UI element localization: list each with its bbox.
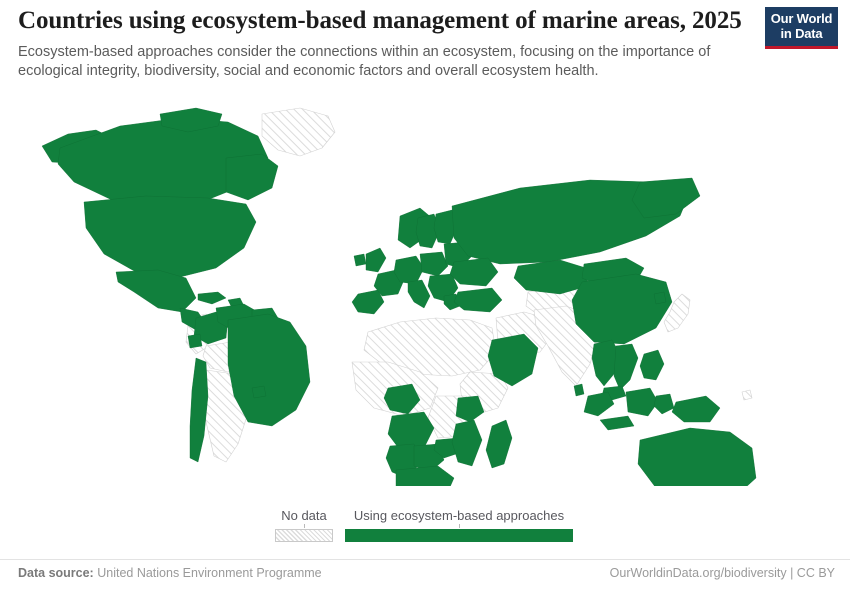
country-japan [663,293,691,333]
country-canada-east [225,153,279,201]
country-uruguay [251,385,267,399]
map-legend: No data Using ecosystem-based approaches [0,508,850,556]
legend-item-no-data[interactable]: No data [275,508,333,542]
chart-subtitle: Ecosystem-based approaches consider the … [18,44,711,79]
country-australia [637,427,757,486]
owid-logo-line-1: Our World [770,11,833,26]
country-russia-east [631,177,701,219]
country-china [571,273,673,345]
legend-no-data-label: No data [281,508,327,523]
legend-using-label: Using ecosystem-based approaches [353,508,565,523]
country-greenland [261,107,336,157]
country-chile [189,357,209,463]
country-madagascar [485,419,513,469]
country-uk [365,247,387,273]
country-turkey [453,287,503,313]
country-philippines [639,349,665,381]
country-mexico [115,269,197,313]
data-source: Data source: United Nations Environment … [18,566,322,580]
country-south-africa [395,465,455,486]
country-russia [451,179,691,265]
chart-footer: Data source: United Nations Environment … [0,566,850,592]
country-canada-arctic [159,107,223,133]
chart-header: Countries using ecosystem-based manageme… [18,6,748,81]
country-north-africa [363,317,497,377]
country-north-korea [653,291,667,305]
country-papua [671,395,721,423]
map-countries-green [41,107,757,486]
country-sulawesi [653,393,675,415]
footer-divider [0,559,850,560]
country-poland-czech [419,251,449,277]
country-saudi-arabia [487,333,539,387]
world-map[interactable] [0,96,850,486]
data-source-label: Data source: [18,566,94,580]
legend-no-data-tick [303,524,305,528]
owid-logo-red-rule [765,46,838,49]
country-italy [407,279,431,309]
country-ireland [353,253,367,267]
legend-using-swatch [345,529,573,542]
country-cuba [197,291,227,305]
legend-using-tick [458,524,460,528]
country-benelux-germany [393,255,425,285]
country-java [599,415,635,431]
legend-item-using-approaches[interactable]: Using ecosystem-based approaches [345,508,573,542]
country-borneo [625,387,659,417]
data-source-value: United Nations Environment Programme [97,566,322,580]
country-myanmar-thailand [591,339,621,387]
country-ukraine [449,257,499,287]
owid-logo[interactable]: Our World in Data [765,7,838,49]
country-sweden [415,213,441,249]
world-map-svg[interactable] [0,96,850,486]
country-ecuador [187,333,203,349]
country-sumatra [583,391,615,417]
country-mozambique [451,419,483,467]
attribution-link[interactable]: OurWorldinData.org/biodiversity | CC BY [609,566,835,580]
legend-no-data-swatch [275,529,333,542]
country-brazil [227,313,311,427]
country-sri-lanka [573,383,585,397]
country-united-states [83,195,257,279]
page-title: Countries using ecosystem-based manageme… [18,7,742,34]
country-small-islands-pacific [741,389,753,401]
country-kazakhstan [513,259,589,295]
country-vietnam-cambodia [613,343,639,391]
owid-logo-line-2: in Data [780,25,823,41]
country-tanzania [455,395,485,423]
country-iberia [351,289,385,315]
